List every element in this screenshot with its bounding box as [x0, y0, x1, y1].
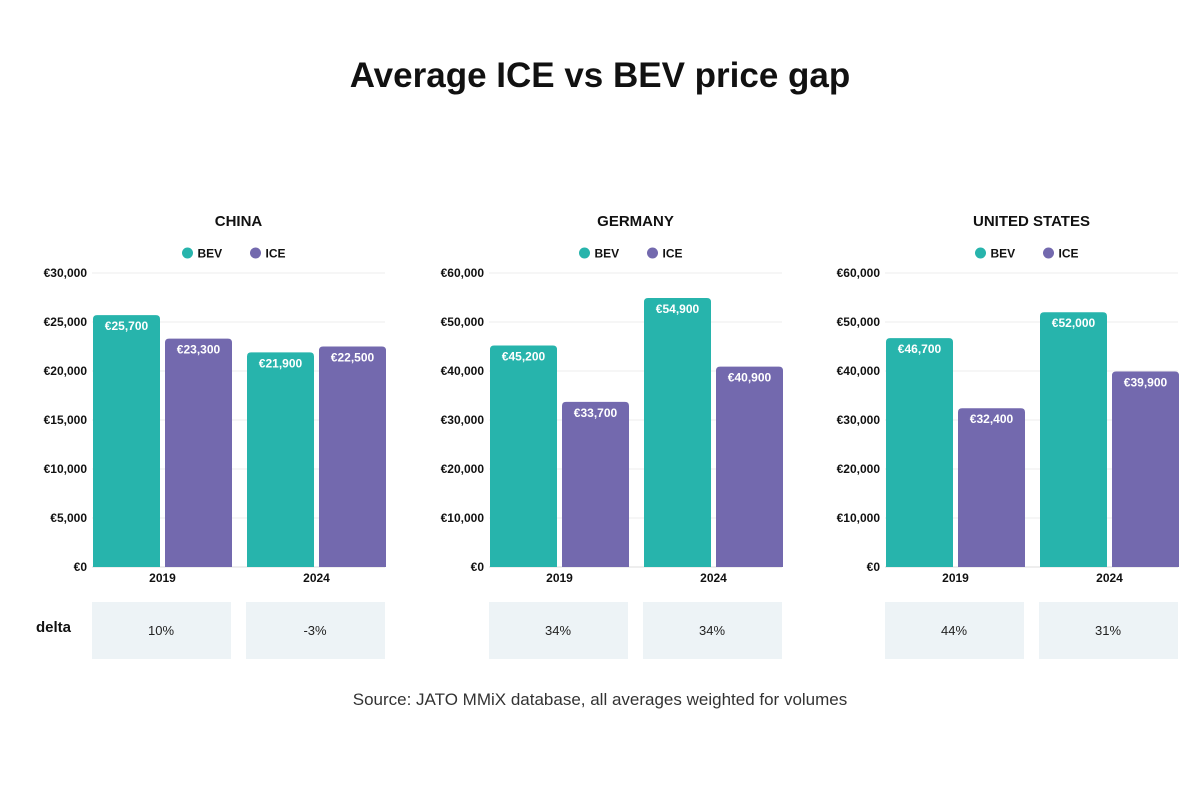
legend-swatch-bev — [182, 247, 193, 259]
data-label: €39,900 — [1124, 375, 1168, 389]
delta-value: 44% — [941, 623, 967, 638]
legend-swatch-bev — [975, 247, 986, 259]
x-tick-label: 2019 — [149, 571, 176, 585]
bar-ice-2019 — [958, 408, 1025, 567]
delta-value: 10% — [148, 623, 174, 638]
legend-label-bev: BEV — [991, 247, 1016, 261]
y-tick-label: €15,000 — [44, 413, 88, 427]
data-label: €52,000 — [1052, 316, 1096, 330]
x-tick-label: 2019 — [942, 571, 969, 585]
delta-box — [885, 602, 1024, 659]
legend-label-ice: ICE — [663, 247, 683, 261]
delta-box — [246, 602, 385, 659]
bar-bev-2024 — [644, 297, 711, 567]
y-tick-label: €10,000 — [837, 511, 881, 525]
data-label: €54,900 — [656, 302, 700, 316]
y-tick-label: €20,000 — [441, 462, 485, 476]
legend-swatch-ice — [647, 247, 658, 259]
bar-bev-2024 — [1040, 312, 1107, 567]
delta-box — [1039, 602, 1178, 659]
panel-germany: GERMANY BEV ICE €0 €10,000 €20,000 €30,000 €40,… — [441, 213, 783, 659]
y-tick-label: €50,000 — [441, 315, 485, 329]
panel-united-states: UNITED STATES BEV ICE €0 €10,000 €20,000 €30,0… — [837, 213, 1179, 659]
y-tick-label: €0 — [867, 560, 881, 574]
delta-row-label: delta — [36, 619, 72, 636]
bar-bev-2019 — [886, 338, 953, 567]
panel-title: UNITED STATES — [973, 213, 1090, 230]
data-label: €21,900 — [259, 356, 303, 370]
data-label: €40,900 — [728, 371, 772, 385]
x-tick-label: 2019 — [546, 571, 573, 585]
panel-china: CHINA BEV ICE €0 €5,000 €10,000 €15,000 €20,000… — [44, 213, 386, 659]
bar-ice-2019 — [165, 338, 232, 567]
x-tick-label: 2024 — [303, 571, 330, 585]
legend-swatch-bev — [579, 247, 590, 259]
delta-box — [643, 602, 782, 659]
delta-box — [92, 602, 231, 659]
delta-value: 34% — [699, 623, 725, 638]
y-tick-label: €50,000 — [837, 315, 881, 329]
y-tick-label: €60,000 — [441, 266, 485, 280]
y-tick-label: €40,000 — [441, 364, 485, 378]
panel-title: CHINA — [215, 213, 263, 230]
data-label: €46,700 — [898, 342, 942, 356]
bar-bev-2024 — [247, 352, 314, 567]
legend-swatch-ice — [1043, 247, 1054, 259]
data-label: €33,700 — [574, 406, 618, 420]
data-label: €25,700 — [105, 319, 149, 333]
data-label: €45,200 — [502, 350, 546, 364]
y-tick-label: €30,000 — [441, 413, 485, 427]
bar-ice-2024 — [716, 366, 783, 567]
data-label: €32,400 — [970, 412, 1014, 426]
y-tick-label: €0 — [74, 560, 88, 574]
y-tick-label: €10,000 — [44, 462, 88, 476]
bar-ice-2024 — [319, 346, 386, 567]
delta-box — [489, 602, 628, 659]
bar-bev-2019 — [490, 345, 557, 567]
data-label: €22,500 — [331, 351, 375, 365]
source-note: Source: JATO MMiX database, all averages… — [353, 690, 848, 709]
y-tick-label: €20,000 — [837, 462, 881, 476]
bar-ice-2019 — [562, 401, 629, 567]
x-tick-label: 2024 — [1096, 571, 1123, 585]
figure-title: Average ICE vs BEV price gap — [350, 56, 851, 95]
x-tick-label: 2024 — [700, 571, 727, 585]
y-tick-label: €30,000 — [837, 413, 881, 427]
bar-bev-2019 — [93, 315, 160, 567]
delta-value: -3% — [303, 623, 327, 638]
bar-ice-2024 — [1112, 371, 1179, 567]
legend-label-ice: ICE — [1059, 247, 1079, 261]
y-tick-label: €10,000 — [441, 511, 485, 525]
y-tick-label: €25,000 — [44, 315, 88, 329]
data-label: €23,300 — [177, 343, 221, 357]
y-tick-label: €20,000 — [44, 364, 88, 378]
delta-value: 34% — [545, 623, 571, 638]
y-tick-label: €5,000 — [50, 511, 87, 525]
legend-label-bev: BEV — [198, 247, 223, 261]
legend-label-ice: ICE — [266, 247, 286, 261]
legend-label-bev: BEV — [595, 247, 620, 261]
y-tick-label: €40,000 — [837, 364, 881, 378]
y-tick-label: €60,000 — [837, 266, 881, 280]
delta-value: 31% — [1095, 623, 1121, 638]
y-tick-label: €30,000 — [44, 266, 88, 280]
panel-title: GERMANY — [597, 213, 674, 230]
legend-swatch-ice — [250, 247, 261, 259]
y-tick-label: €0 — [471, 560, 485, 574]
